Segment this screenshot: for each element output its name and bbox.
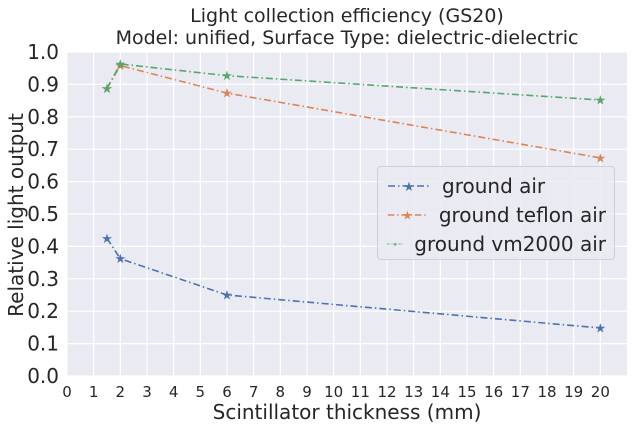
x-tick-label: 14 [431,383,450,401]
x-tick-label: 1 [89,383,99,401]
data-point: ★ [115,59,127,74]
x-tick-label: 2 [116,383,126,401]
chart-subtitle: Model: unified, Surface Type: dielectric… [115,27,579,49]
svg-text:★: ★ [393,241,398,247]
x-tick-label: 16 [484,383,503,401]
data-point: ★ [221,289,233,304]
series-line-1 [106,64,601,159]
y-tick-label: 0.3 [27,267,59,291]
x-tick-label: 20 [591,383,610,401]
x-axis: 0 1 2 3 4 5 6 7 8 9 10 11 12 13 14 15 16 17 18 19 20 [62,383,610,401]
x-tick-label: 17 [511,383,530,401]
legend: ★ ground air ★ ground teflon air ★ groun… [377,166,615,260]
x-tick-label: 8 [276,383,286,401]
x-tick-label: 18 [537,383,556,401]
x-tick-label: 10 [324,383,343,401]
legend-swatch-ground-teflon-air: ★ [387,208,427,222]
x-tick-label: 5 [196,383,206,401]
x-tick-label: 12 [377,383,396,401]
y-tick-label: 0.0 [27,364,59,388]
legend-label: ground air [442,173,546,198]
y-tick-label: 0.6 [27,170,59,194]
x-tick-label: 13 [404,383,423,401]
x-tick-label: 4 [169,383,179,401]
data-point: ★ [101,232,113,247]
y-tick-label: 0.5 [27,202,59,226]
data-point: ★ [221,87,233,102]
data-point: ★ [221,69,233,84]
data-point: ★ [595,322,607,337]
legend-swatch-ground-vm2000-air: ★ [386,241,404,247]
data-point: ★ [115,252,127,267]
x-axis-label: Scintillator thickness (mm) [212,400,482,424]
y-axis-label: Relative light output [4,113,28,317]
y-tick-label: 0.7 [27,137,59,161]
x-tick-label: 11 [351,383,370,401]
series-layer: ★★★★★★★★★★★★ [101,57,606,336]
y-axis: 0.0 0.1 0.2 0.3 0.4 0.5 0.6 0.7 0.8 0.9 1.0 [27,40,59,388]
x-tick-label: 7 [249,383,259,401]
data-point: ★ [595,151,607,166]
y-tick-label: 0.8 [27,105,59,129]
y-tick-label: 0.9 [27,72,59,96]
series-line-2 [106,63,601,101]
svg-text:★: ★ [402,208,413,222]
legend-item: ★ ground air [386,171,606,200]
y-tick-label: 0.4 [27,234,59,258]
chart-title: Light collection efficiency (GS20) [190,5,504,27]
x-tick-label: 0 [62,383,72,401]
x-tick-label: 3 [142,383,152,401]
x-tick-label: 9 [302,383,312,401]
legend-item: ★ ground teflon air [386,200,606,229]
svg-text:★: ★ [403,180,415,194]
legend-label: ground teflon air [438,202,606,227]
y-tick-label: 1.0 [27,40,59,64]
legend-swatch-ground-air: ★ [388,180,430,194]
legend-item: ★ ground vm2000 air [386,229,606,258]
grid [66,51,627,377]
y-tick-label: 0.1 [27,332,59,356]
legend-label: ground vm2000 air [414,231,606,256]
data-point: ★ [595,93,607,108]
series-line-0 [106,237,601,329]
x-tick-label: 15 [457,383,476,401]
data-point: ★ [101,82,113,97]
x-tick-label: 6 [222,383,232,401]
y-tick-label: 0.2 [27,299,59,323]
data-point: ★ [101,82,113,97]
x-tick-label: 19 [564,383,583,401]
data-point: ★ [115,57,127,72]
